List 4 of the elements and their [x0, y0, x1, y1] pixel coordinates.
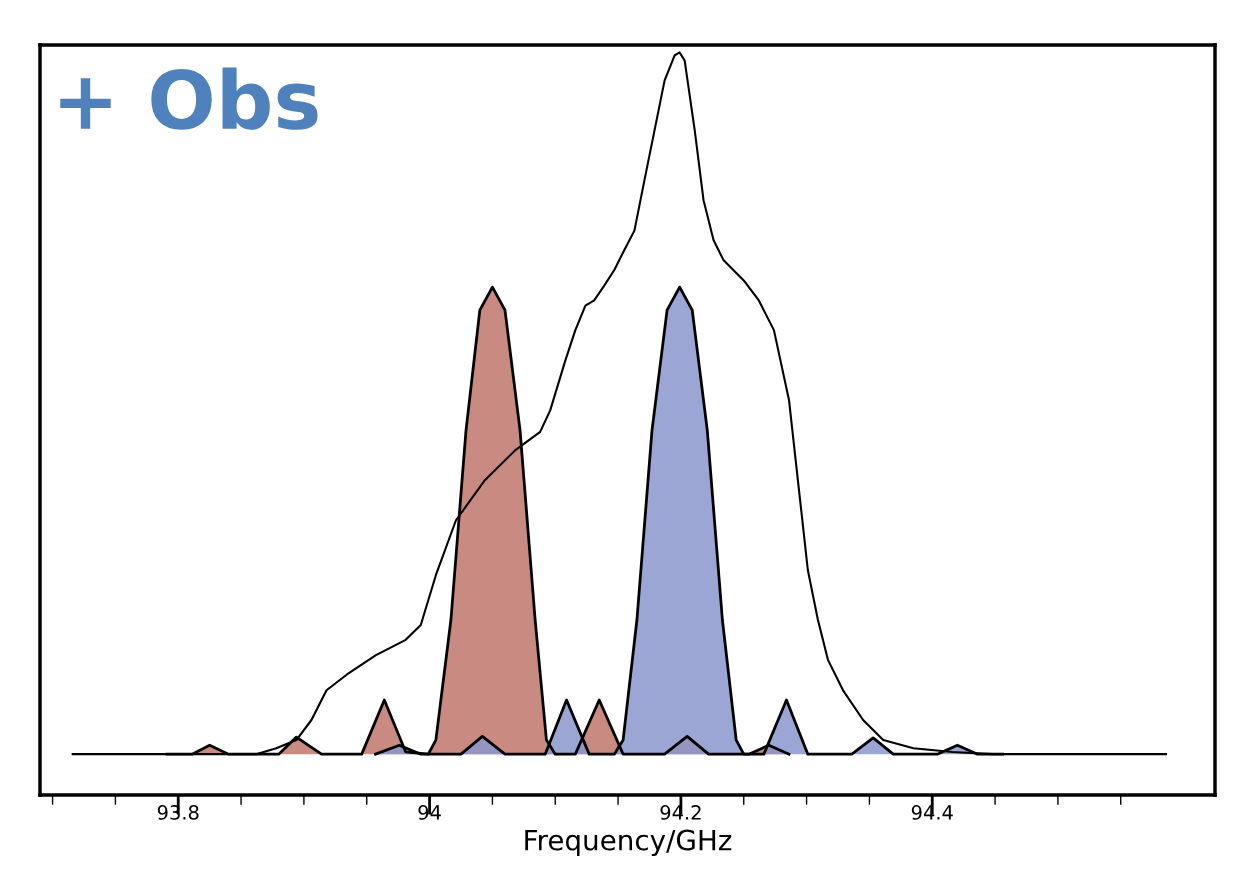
annotation: + Obs	[60, 67, 318, 130]
x-axis-title: Frequency/GHz	[525, 829, 732, 856]
x-tick-label: 94.4	[911, 805, 953, 820]
x-tick-label: 94	[418, 805, 441, 820]
